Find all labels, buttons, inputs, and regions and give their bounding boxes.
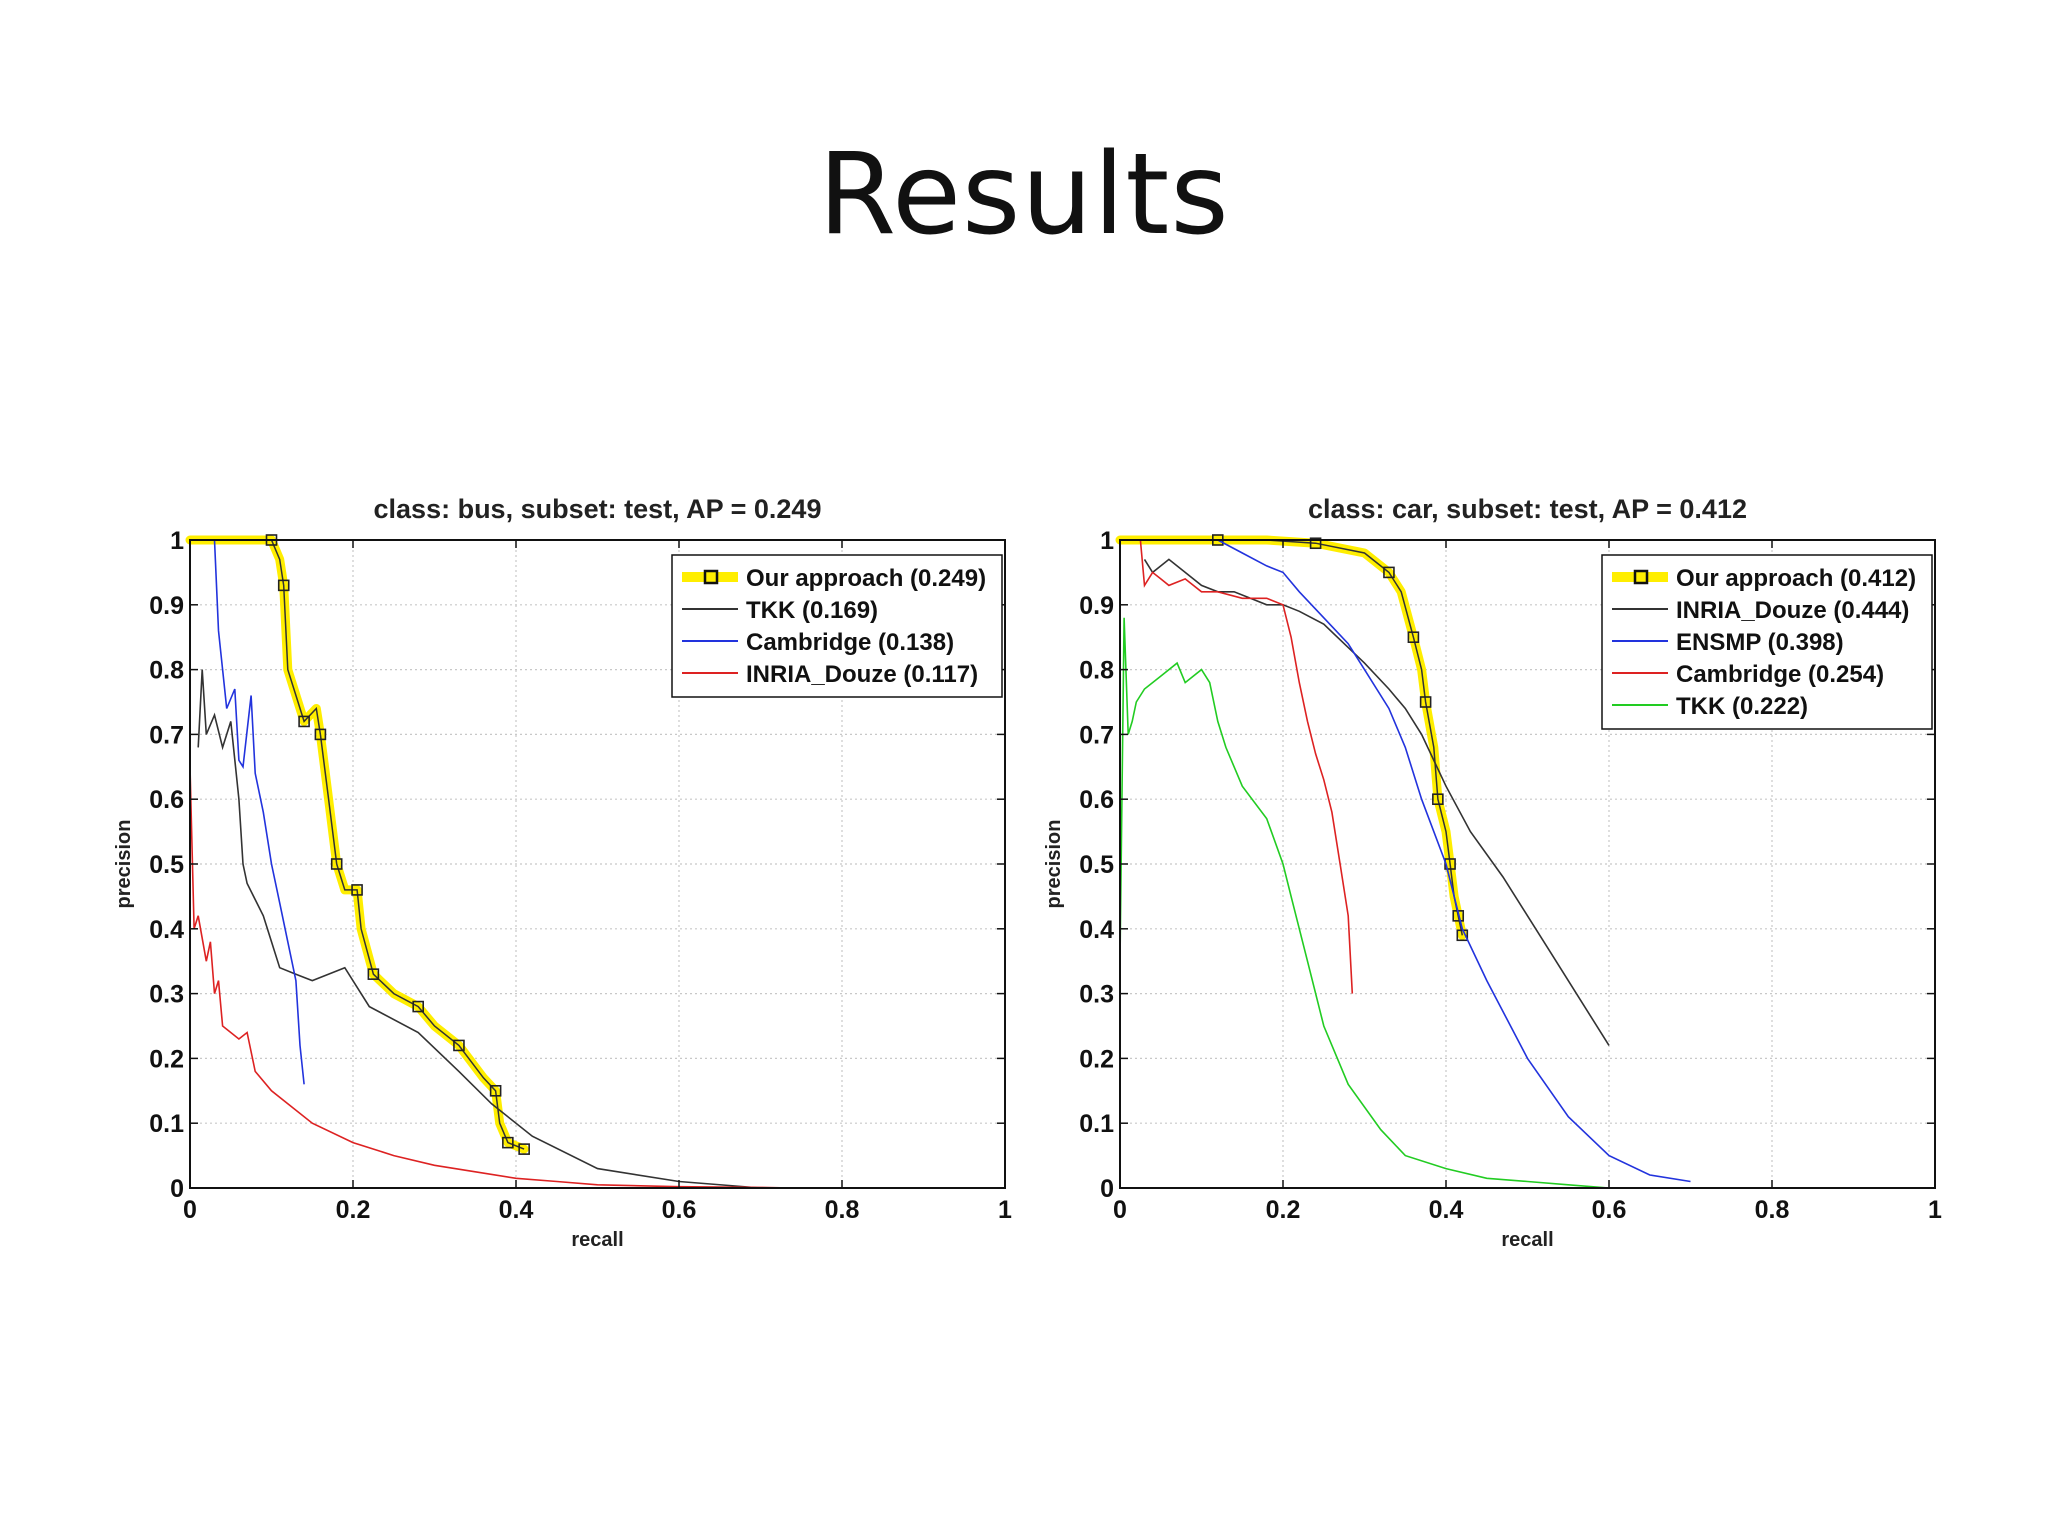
- legend-entry: INRIA_Douze (0.117): [746, 661, 978, 688]
- x-tick-label: 0.2: [336, 1196, 371, 1224]
- bus-pr-chart: 0 0.2 0.4 0.6 0.8 1 0 0.1 0.2 0.3 0.4 0.5 0.6 0.7 0.8 0…: [113, 494, 1012, 1251]
- y-axis-label: precision: [1043, 820, 1065, 909]
- x-tick-label: 0.4: [499, 1196, 534, 1224]
- y-tick-label: 0.8: [149, 657, 184, 685]
- series-marker: [351, 884, 363, 896]
- series-line-inria-douze-0-117: [189, 766, 794, 1189]
- y-tick-label: 1: [170, 527, 184, 555]
- y-tick-label: 0.6: [1079, 786, 1114, 814]
- x-tick-label: 0.8: [825, 1196, 860, 1224]
- car-pr-chart: 0 0.2 0.4 0.6 0.8 1 0 0.1 0.2 0.3 0.4 0.5 0.6 0.7 0.8 0…: [1043, 494, 1942, 1251]
- y-tick-label: 0.8: [1079, 657, 1114, 685]
- series-line-ensmp-0-398: [1217, 539, 1691, 1183]
- x-tick-label: 0.6: [1592, 1196, 1627, 1224]
- x-tick-label: 0: [183, 1196, 197, 1224]
- y-tick-label: 0.3: [149, 981, 184, 1009]
- series-marker: [1309, 537, 1322, 550]
- y-tick-label: 0.2: [1079, 1045, 1114, 1073]
- legend-entry: Cambridge (0.138): [746, 629, 954, 656]
- x-tick-label: 0.6: [662, 1196, 697, 1224]
- x-axis-label: recall: [1501, 1229, 1553, 1251]
- series-line-cambridge-0-138: [213, 539, 305, 1085]
- y-tick-label: 0: [1100, 1175, 1114, 1203]
- x-tick-label: 0: [1113, 1196, 1127, 1224]
- y-tick-label: 0.1: [149, 1110, 184, 1138]
- series-marker: [367, 968, 380, 980]
- series-marker: [1383, 566, 1395, 579]
- y-tick-label: 0.9: [1079, 592, 1114, 620]
- series-line-tkk-0-222: [1119, 617, 1610, 1189]
- x-tick-label: 0.2: [1266, 1196, 1301, 1224]
- y-tick-label: 0.6: [149, 786, 184, 814]
- series-marker: [314, 728, 327, 741]
- y-tick-label: 0.5: [149, 851, 184, 879]
- y-tick-label: 1: [1100, 527, 1114, 555]
- series-marker: [489, 1084, 502, 1097]
- y-tick-label: 0.7: [149, 721, 184, 749]
- series-marker: [453, 1039, 465, 1052]
- series-marker: [518, 1143, 530, 1155]
- legend-entry: Our approach (0.412): [1676, 565, 1916, 592]
- legend-entry: TKK (0.169): [746, 597, 878, 624]
- series-marker: [1432, 793, 1444, 806]
- series-marker: [298, 715, 310, 728]
- x-tick-label: 0.8: [1755, 1196, 1790, 1224]
- slide-title: Results: [818, 130, 1230, 260]
- y-tick-label: 0.3: [1079, 981, 1114, 1009]
- legend-entry: INRIA_Douze (0.444): [1676, 597, 1909, 624]
- x-tick-label: 1: [998, 1196, 1012, 1224]
- series-line-tkk-0-169: [197, 669, 761, 1189]
- series-marker: [1419, 696, 1432, 708]
- x-axis-label: recall: [571, 1229, 623, 1251]
- y-tick-label: 0.9: [149, 592, 184, 620]
- chart-title: class: car, subset: test, AP = 0.412: [1308, 494, 1747, 524]
- y-tick-label: 0.1: [1079, 1110, 1114, 1138]
- y-tick-label: 0.4: [1079, 916, 1114, 944]
- series-line-inria-douze-0-444: [1143, 558, 1610, 1046]
- y-tick-label: 0: [170, 1175, 184, 1203]
- y-tick-label: 0.4: [149, 916, 184, 944]
- series-marker: [1407, 631, 1420, 643]
- series-marker: [277, 579, 290, 592]
- legend-marker: [1633, 569, 1649, 585]
- legend-entry: ENSMP (0.398): [1676, 629, 1844, 656]
- x-tick-label: 1: [1928, 1196, 1942, 1224]
- legend-entry: Our approach (0.249): [746, 565, 986, 592]
- y-tick-label: 0.7: [1079, 721, 1114, 749]
- series-marker: [330, 858, 343, 870]
- y-axis-label: precision: [113, 820, 135, 909]
- y-tick-label: 0.2: [149, 1045, 184, 1073]
- legend-marker: [703, 569, 719, 585]
- chart-title: class: bus, subset: test, AP = 0.249: [374, 494, 822, 524]
- x-tick-label: 0.4: [1429, 1196, 1464, 1224]
- y-tick-label: 0.5: [1079, 851, 1114, 879]
- legend-entry: Cambridge (0.254): [1676, 661, 1884, 688]
- legend-entry: TKK (0.222): [1676, 693, 1808, 720]
- series-line-cambridge-0-254: [1139, 539, 1354, 994]
- series-marker: [412, 1000, 425, 1013]
- series-marker: [1444, 858, 1456, 870]
- series-marker: [502, 1136, 514, 1149]
